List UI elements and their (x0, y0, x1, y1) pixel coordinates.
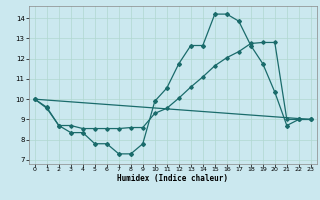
X-axis label: Humidex (Indice chaleur): Humidex (Indice chaleur) (117, 174, 228, 183)
